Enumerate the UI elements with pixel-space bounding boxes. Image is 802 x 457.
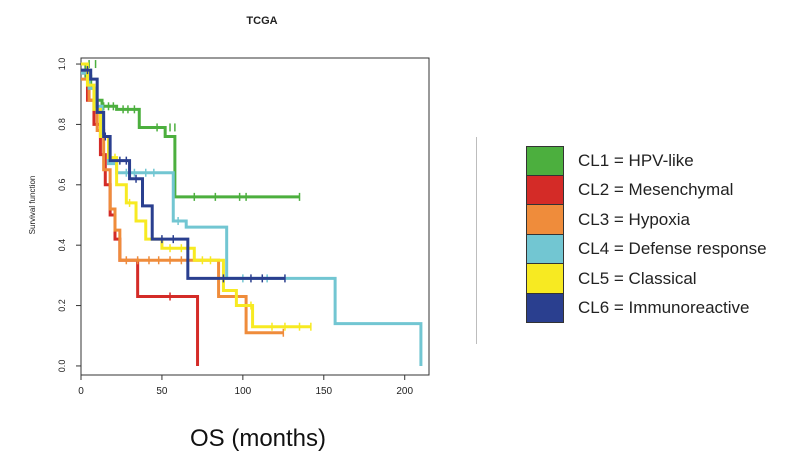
y-tick-label: 0.0: [57, 360, 67, 373]
x-tick-label: 50: [156, 386, 168, 397]
legend-swatch: [526, 175, 564, 205]
legend-item-cl3: CL3 = Hypoxia: [526, 205, 767, 235]
x-tick-label: 0: [78, 386, 84, 397]
y-tick-label: 0.8: [57, 118, 67, 131]
legend-label: CL1 = HPV-like: [578, 150, 694, 170]
series-cl1: [81, 60, 301, 201]
legend-swatch: [526, 205, 564, 235]
x-tick-label: 100: [235, 386, 252, 397]
legend-label: CL2 = Mesenchymal: [578, 180, 734, 200]
legend-item-cl5: CL5 = Classical: [526, 264, 767, 294]
legend-label: CL3 = Hypoxia: [578, 209, 690, 229]
legend-label: CL6 = Immunoreactive: [578, 298, 750, 318]
legend-swatch: [526, 234, 564, 264]
legend: CL1 = HPV-like CL2 = Mesenchymal CL3 = Hyp…: [526, 146, 767, 323]
legend-item-cl4: CL4 = Defense response: [526, 234, 767, 264]
x-tick-label: 200: [396, 386, 413, 397]
y-tick-label: 0.6: [57, 179, 67, 192]
y-tick-label: 0.2: [57, 299, 67, 312]
legend-item-cl2: CL2 = Mesenchymal: [526, 175, 767, 205]
chart-title: TCGA: [246, 15, 277, 27]
y-tick-label: 1.0: [57, 58, 67, 71]
x-tick-label: 150: [315, 386, 332, 397]
y-axis-label: Survival function: [28, 176, 37, 235]
survival-curve-cl5: [81, 62, 311, 329]
series-cl4: [81, 71, 423, 366]
legend-item-cl1: CL1 = HPV-like: [526, 146, 767, 176]
legend-swatch: [526, 293, 564, 323]
y-tick-label: 0.4: [57, 239, 67, 252]
legend-item-cl6: CL6 = Immunoreactive: [526, 293, 767, 323]
survival-curves: [81, 60, 423, 366]
legend-label: CL5 = Classical: [578, 268, 697, 288]
survival-curve-cl1: [81, 62, 300, 199]
plot-frame: [80, 57, 430, 376]
series-cl6: [81, 66, 286, 283]
survival-curve-cl4: [81, 71, 423, 366]
legend-swatch: [526, 146, 564, 176]
legend-swatch: [526, 264, 564, 294]
legend-label: CL4 = Defense response: [578, 239, 767, 259]
series-cl3: [81, 77, 285, 337]
axis-ticks: 0 50 100 150 200 0.0 0.2 0.4 0.6 0.8 1.0: [57, 58, 414, 397]
x-axis-label: OS (months): [190, 425, 326, 452]
legend-divider: [476, 137, 477, 344]
survival-curve-cl3: [81, 77, 284, 335]
